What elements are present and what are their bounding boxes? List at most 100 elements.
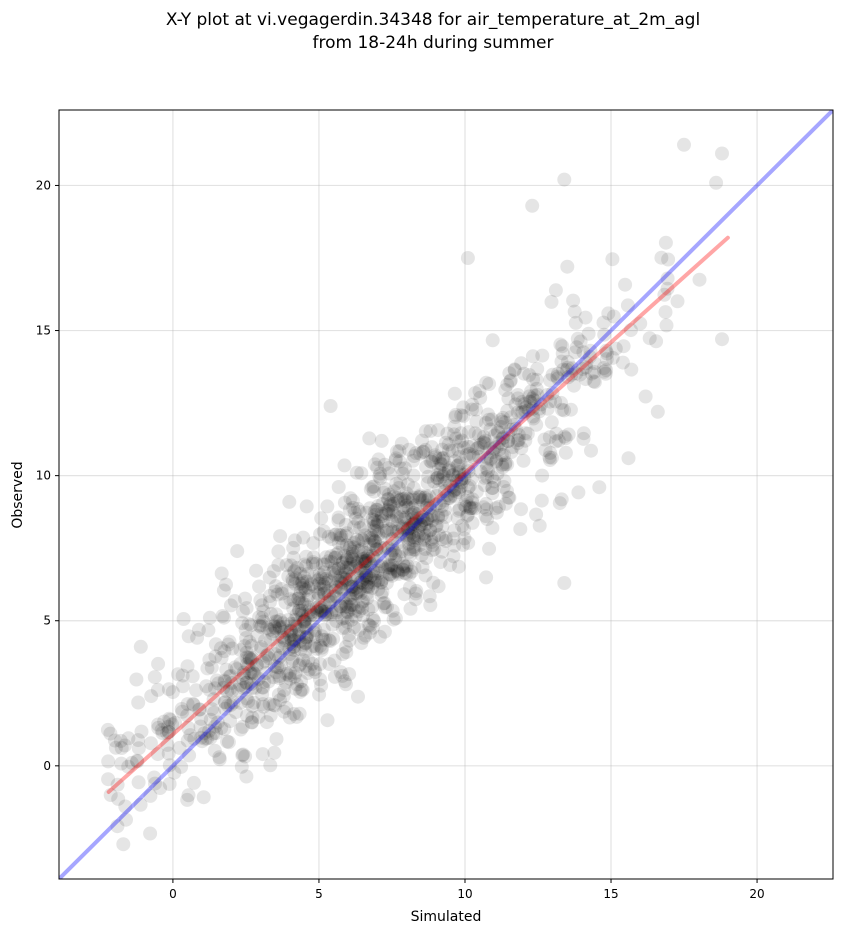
scatter-point	[214, 566, 229, 581]
scatter-point	[427, 542, 442, 557]
scatter-point	[405, 492, 420, 507]
scatter-point	[375, 514, 390, 529]
scatter-point	[489, 505, 504, 520]
scatter-point	[449, 431, 463, 446]
scatter-point	[131, 741, 146, 756]
scatter-point	[304, 639, 319, 654]
scatter-point	[323, 399, 338, 413]
scatter-point	[297, 570, 312, 585]
scatter-point	[430, 470, 445, 485]
scatter-point	[457, 531, 472, 546]
scatter-point	[419, 500, 434, 515]
scatter-point	[294, 682, 309, 697]
scatter-point	[110, 777, 125, 792]
scatter-point	[329, 603, 344, 618]
y-tick-label: 15	[36, 324, 51, 338]
scatter-point	[352, 600, 366, 614]
scatter-point	[208, 681, 222, 696]
scatter-point	[576, 431, 591, 446]
scatter-point	[461, 464, 476, 479]
scatter-point	[329, 589, 344, 604]
scatter-point	[480, 512, 495, 527]
scatter-point	[292, 595, 307, 610]
scatter-point	[331, 580, 346, 595]
scatter-point	[408, 514, 423, 529]
scatter-point	[485, 445, 500, 460]
x-tick-label: 15	[603, 887, 618, 901]
scatter-point	[489, 453, 504, 468]
scatter-point	[299, 592, 314, 607]
scatter-point	[335, 556, 350, 571]
scatter-point	[233, 722, 248, 737]
scatter-point	[144, 689, 159, 704]
scatter-point	[314, 629, 329, 644]
scatter-point	[299, 499, 314, 514]
scatter-point	[196, 790, 211, 805]
scatter-point	[507, 417, 522, 432]
scatter-point	[347, 505, 362, 520]
scatter-point	[642, 331, 657, 346]
scatter-point	[270, 587, 285, 602]
scatter-point	[325, 566, 340, 581]
scatter-point	[449, 473, 464, 488]
scatter-point	[335, 647, 350, 662]
scatter-point	[296, 637, 311, 652]
scatter-point	[358, 565, 373, 580]
scatter-point	[692, 272, 707, 287]
scatter-point	[359, 553, 374, 568]
scatter-point	[217, 695, 232, 710]
scatter-point	[515, 405, 530, 420]
scatter-point	[395, 504, 410, 519]
scatter-point	[345, 546, 360, 561]
scatter-point	[239, 601, 254, 616]
scatter-point	[601, 306, 616, 321]
scatter-point	[462, 479, 477, 494]
scatter-point	[310, 605, 325, 619]
scatter-point	[608, 341, 623, 356]
scatter-point	[255, 747, 270, 762]
scatter-point	[359, 568, 373, 583]
scatter-point	[300, 567, 315, 582]
scatter-point	[282, 710, 297, 725]
scatter-point	[441, 437, 456, 452]
scatter-point	[409, 446, 424, 460]
scatter-point	[308, 623, 323, 637]
scatter-point	[356, 533, 371, 548]
scatter-point	[446, 549, 461, 564]
scatter-point	[556, 362, 571, 377]
scatter-point	[383, 560, 398, 575]
scatter-point	[337, 458, 352, 473]
scatter-point	[312, 687, 327, 702]
scatter-point	[337, 610, 352, 625]
scatter-point	[423, 423, 438, 438]
scatter-point	[352, 604, 366, 619]
scatter-point	[218, 701, 233, 716]
scatter-point	[358, 556, 373, 571]
scatter-point	[211, 676, 226, 691]
scatter-point	[483, 422, 498, 437]
scatter-point	[571, 485, 586, 500]
scatter-point	[428, 519, 443, 534]
scatter-point	[416, 526, 431, 541]
scatter-point	[301, 600, 316, 615]
scatter-point	[352, 576, 367, 590]
scatter-point	[209, 673, 224, 688]
scatter-point	[348, 603, 363, 618]
scatter-point	[175, 704, 190, 719]
scatter-point	[108, 740, 123, 755]
scatter-point	[360, 577, 375, 592]
scatter-point	[220, 684, 235, 699]
scatter-point	[243, 652, 257, 666]
scatter-point	[511, 433, 526, 447]
scatter-point	[337, 674, 352, 689]
scatter-point	[342, 540, 357, 555]
scatter-point	[502, 366, 517, 381]
scatter-point	[388, 451, 403, 466]
scatter-point	[374, 588, 389, 603]
axis-ticks: 0 5 10 15 20 0 5 10 15 20	[36, 178, 765, 901]
scatter-point	[317, 586, 332, 601]
scatter-point	[413, 446, 428, 461]
scatter-point	[107, 733, 122, 748]
scatter-point	[261, 674, 276, 689]
scatter-point	[316, 586, 331, 601]
